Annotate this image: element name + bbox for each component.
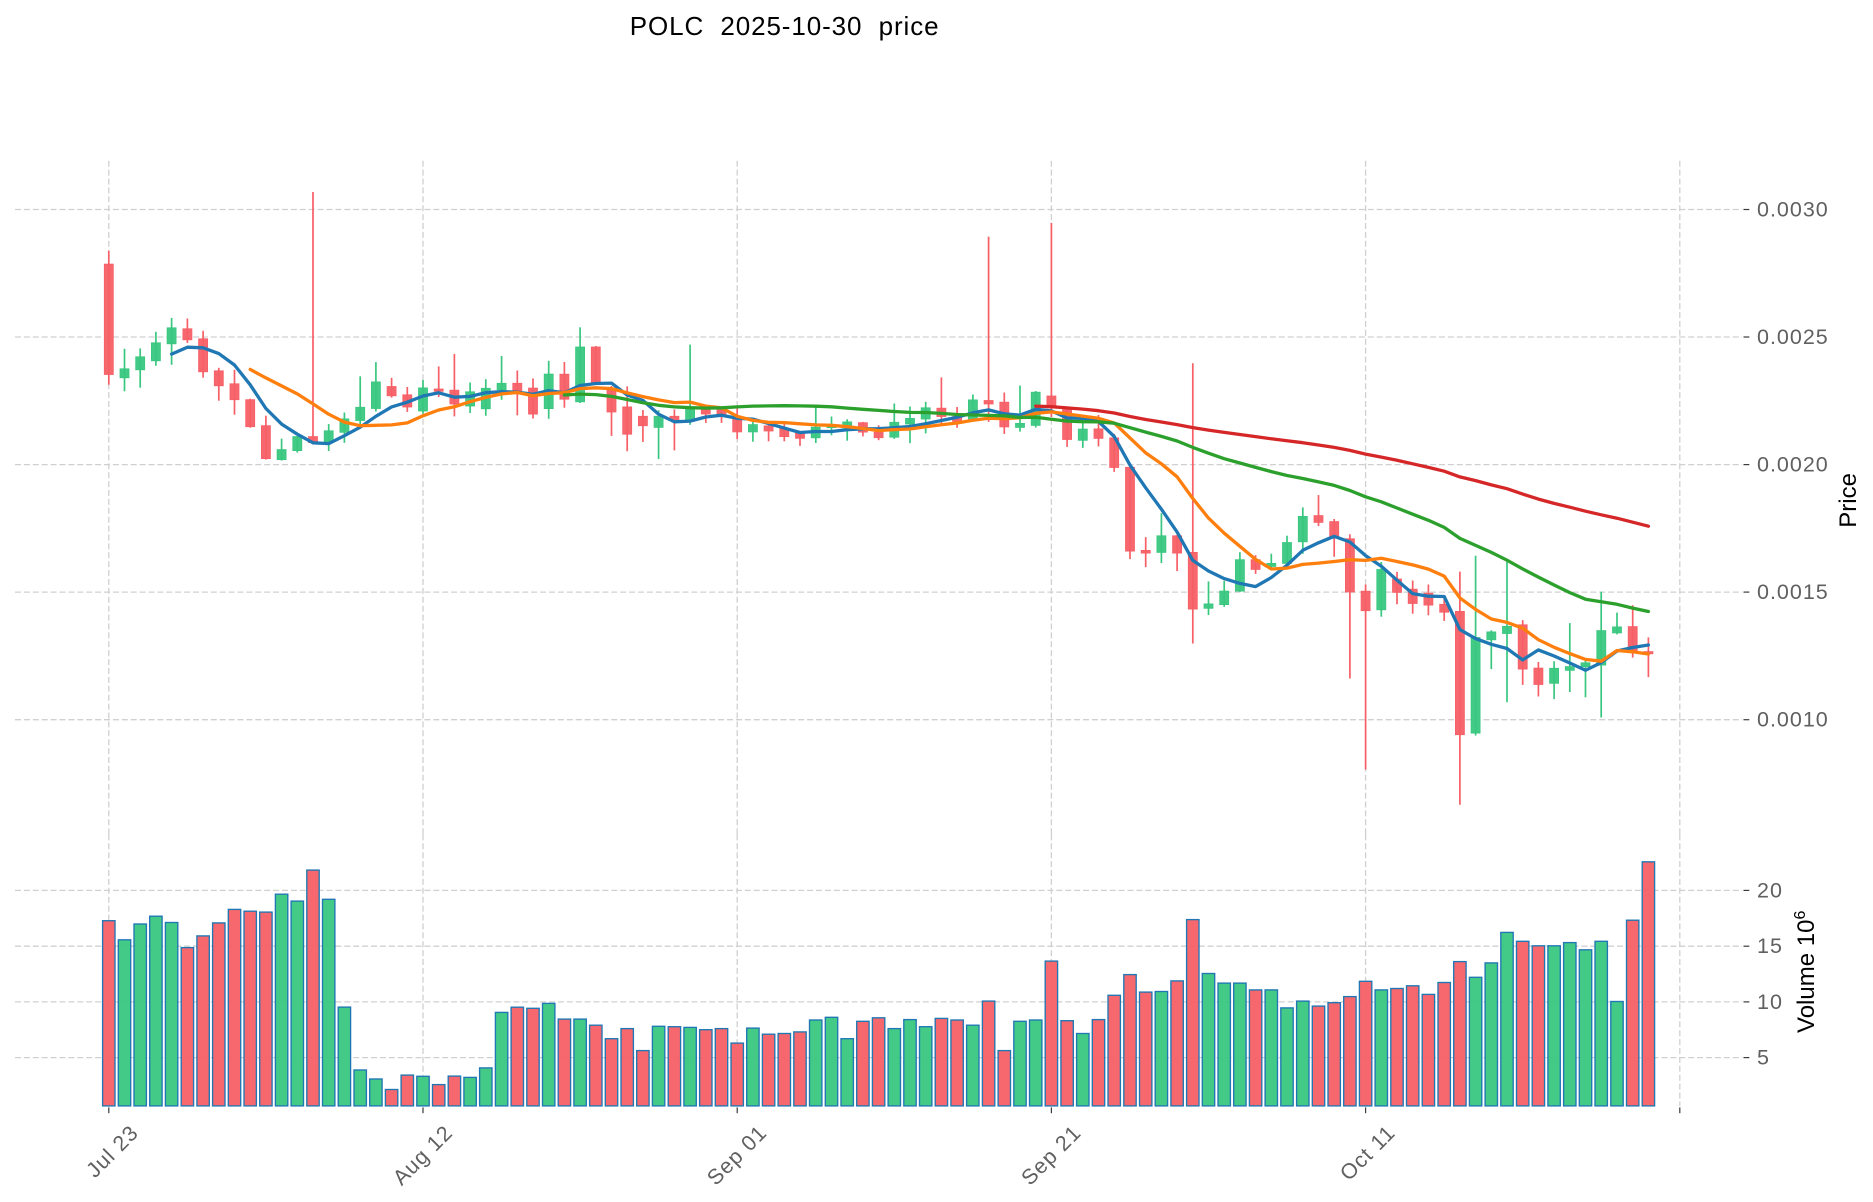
svg-text:10: 10 bbox=[1757, 990, 1783, 1014]
svg-text:Price: Price bbox=[1835, 473, 1862, 528]
svg-text:0.0025: 0.0025 bbox=[1757, 325, 1829, 349]
svg-text:5: 5 bbox=[1757, 1046, 1770, 1070]
svg-text:POLC 2025-10-30 price: POLC 2025-10-30 price bbox=[630, 11, 940, 41]
svg-text:0.0030: 0.0030 bbox=[1757, 198, 1829, 222]
svg-text:Volume 106: Volume 106 bbox=[1792, 911, 1820, 1033]
svg-text:0.0010: 0.0010 bbox=[1757, 708, 1829, 732]
svg-text:15: 15 bbox=[1757, 934, 1783, 958]
svg-text:0.0015: 0.0015 bbox=[1757, 580, 1829, 604]
svg-text:20: 20 bbox=[1757, 878, 1783, 902]
svg-text:0.0020: 0.0020 bbox=[1757, 453, 1829, 477]
